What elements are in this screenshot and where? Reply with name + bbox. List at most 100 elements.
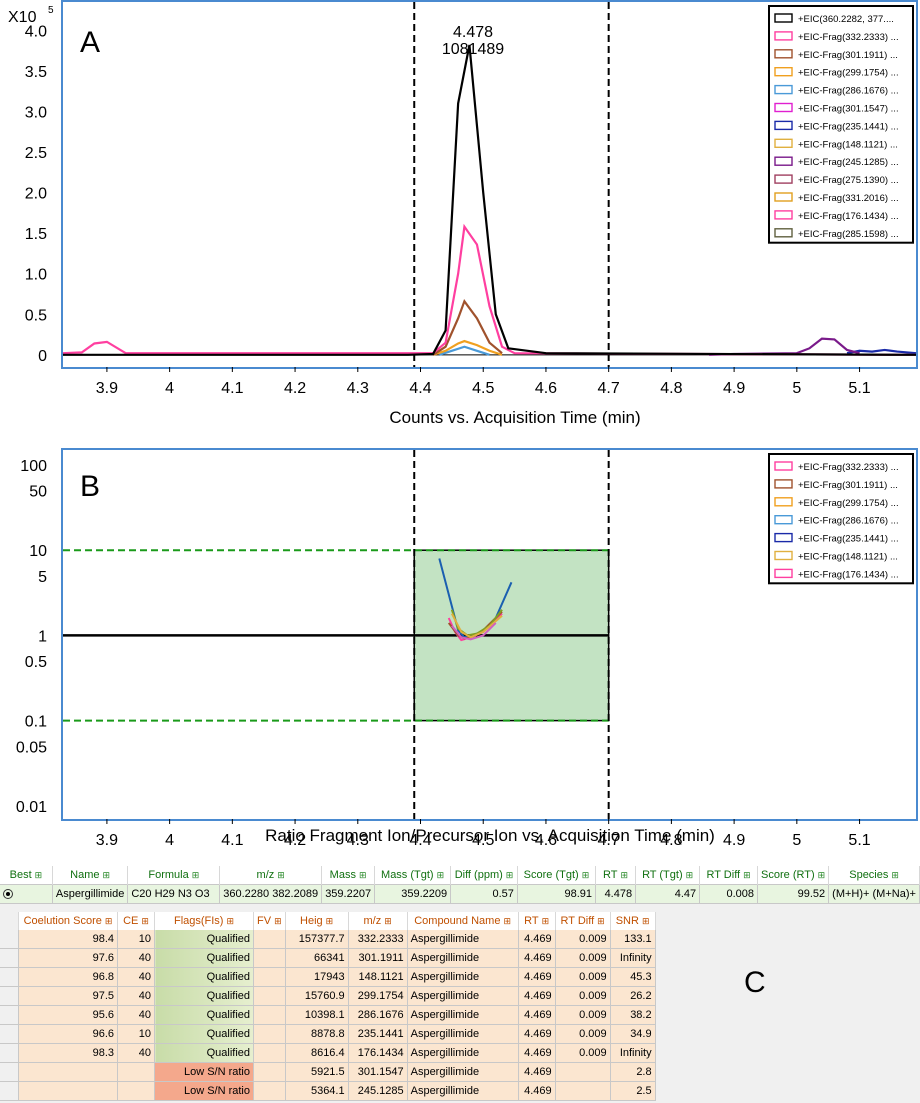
fragment-cell: Qualified <box>154 948 254 968</box>
x-tick-label: 4 <box>165 380 174 397</box>
fragment-cell: 40 <box>117 948 155 968</box>
fragment-col-header[interactable]: Coelution Score ⊞ <box>18 912 118 930</box>
radio-icon[interactable] <box>3 888 13 899</box>
compound-col-header[interactable]: Best ⊞ <box>0 866 53 885</box>
fragment-col-header[interactable]: RT Diff ⊞ <box>555 912 611 930</box>
row-selector[interactable] <box>0 1062 19 1082</box>
fragment-row[interactable]: 98.4 10 Qualified 157377.7 332.2333 Aspergill… <box>0 930 656 949</box>
pin-icon[interactable]: ⊞ <box>104 916 113 926</box>
fragment-row[interactable]: 96.8 40 Qualified 17943 148.1121 Aspergillimi… <box>0 967 656 987</box>
pin-icon[interactable]: ⊞ <box>620 870 629 880</box>
row-selector[interactable] <box>0 986 19 1006</box>
compound-cell: 0.57 <box>450 884 518 904</box>
legend-swatch <box>774 174 793 184</box>
pin-icon[interactable]: ⊞ <box>685 870 694 880</box>
legend-swatch <box>774 138 793 149</box>
fragment-cell: Qualified <box>154 1043 254 1063</box>
legend-swatch <box>774 102 793 113</box>
x-tick-label: 4.9 <box>723 380 745 397</box>
pin-icon[interactable]: ⊞ <box>541 916 550 926</box>
compound-col-header[interactable]: Mass (Tgt) ⊞ <box>374 866 452 885</box>
pin-icon[interactable]: ⊞ <box>384 916 392 926</box>
row-selector[interactable] <box>0 948 19 968</box>
fragment-cell: 301.1547 <box>348 1062 408 1082</box>
compound-col-header[interactable]: RT (Tgt) ⊞ <box>635 866 701 885</box>
compound-col-header[interactable]: Diff (ppm) ⊞ <box>450 866 518 885</box>
row-selector[interactable] <box>0 967 19 987</box>
fragment-cell: 157377.7 <box>285 930 349 949</box>
fragment-row[interactable]: 98.3 40 Qualified 8616.4 176.1434 Aspergillim… <box>0 1043 656 1063</box>
x-tick-label: 5 <box>792 380 801 397</box>
fragment-cell: Low S/N ratio <box>154 1062 254 1082</box>
fragment-col-header[interactable]: FV ⊞ <box>253 912 286 930</box>
fragment-col-header[interactable]: SNR ⊞ <box>610 912 656 930</box>
fragment-cell: 96.8 <box>18 967 118 987</box>
compound-col-header[interactable]: Species ⊞ <box>828 866 920 885</box>
row-selector[interactable] <box>0 1024 19 1044</box>
compound-col-header[interactable]: Formula ⊞ <box>127 866 221 885</box>
fragment-cell: 0.009 <box>555 967 611 987</box>
compound-col-header[interactable]: RT Diff ⊞ <box>699 866 759 885</box>
compound-cell: (M+H)+ (M+Na)+ <box>828 884 920 904</box>
pin-icon[interactable]: ⊞ <box>34 870 43 880</box>
compound-col-header[interactable]: Score (RT) ⊞ <box>757 866 830 885</box>
pin-icon[interactable]: ⊞ <box>505 870 514 880</box>
pin-icon[interactable]: ⊞ <box>891 870 899 880</box>
fragment-cell: 299.1754 <box>348 986 408 1006</box>
pin-icon[interactable]: ⊞ <box>597 916 605 926</box>
pin-icon[interactable]: ⊞ <box>274 916 282 926</box>
compound-col-header[interactable]: Mass ⊞ <box>321 866 376 885</box>
pin-icon[interactable]: ⊞ <box>141 916 149 926</box>
best-radio[interactable] <box>0 884 53 904</box>
fragment-col-header[interactable]: CE ⊞ <box>117 912 155 930</box>
y-exponent: 5 <box>48 5 54 16</box>
row-selector[interactable] <box>0 930 19 949</box>
compound-col-header[interactable]: m/z ⊞ <box>219 866 323 885</box>
pin-icon[interactable]: ⊞ <box>436 870 445 880</box>
pin-icon[interactable]: ⊞ <box>503 916 511 926</box>
x-axis-title-b: Ratio Fragment Ion/Precursor Ion vs. Acq… <box>265 826 715 845</box>
fragment-row[interactable]: Low S/N ratio 5364.1 245.1285 Aspergillimid… <box>0 1081 656 1101</box>
fragment-cell <box>253 986 286 1006</box>
fragment-row[interactable]: 97.6 40 Qualified 66341 301.1911 Aspergillimi… <box>0 948 656 968</box>
fragment-cell: 8878.8 <box>285 1024 349 1044</box>
pin-icon[interactable]: ⊞ <box>102 870 111 880</box>
x-tick-label: 4.7 <box>598 832 620 849</box>
x-tick-label: 4.5 <box>472 832 494 849</box>
fragment-cell: Infinity <box>610 1043 656 1063</box>
fragment-col-header[interactable]: Heig ⊞ <box>285 912 349 930</box>
compound-cell: 359.2209 <box>374 884 452 904</box>
pin-icon[interactable]: ⊞ <box>743 870 751 880</box>
compound-col-header[interactable]: Score (Tgt) ⊞ <box>517 866 597 885</box>
fragment-cell: 5921.5 <box>285 1062 349 1082</box>
compound-row[interactable]: Aspergillimide C20 H29 N3 O3 360.2280 382.… <box>0 884 920 904</box>
fragment-col-header[interactable]: Flags(FIs) ⊞ <box>154 912 254 930</box>
pin-icon[interactable]: ⊞ <box>641 916 650 926</box>
compound-col-header[interactable]: Name ⊞ <box>52 866 129 885</box>
pin-icon[interactable]: ⊞ <box>226 916 235 926</box>
fragment-cell: 4.469 <box>518 967 556 987</box>
pin-icon[interactable]: ⊞ <box>817 870 826 880</box>
row-selector[interactable] <box>0 1081 19 1101</box>
pin-icon[interactable]: ⊞ <box>277 870 285 880</box>
pin-icon[interactable]: ⊞ <box>358 870 367 880</box>
fragment-col-header[interactable]: RT ⊞ <box>518 912 556 930</box>
fragment-cell: 2.8 <box>610 1062 656 1082</box>
compound-col-header[interactable]: RT ⊞ <box>595 866 637 885</box>
series-line <box>450 613 503 639</box>
fragment-cell <box>18 1062 118 1082</box>
fragment-row[interactable]: 95.6 40 Qualified 10398.1 286.1676 Aspergilli… <box>0 1005 656 1025</box>
fragment-row[interactable]: Low S/N ratio 5921.5 301.1547 Aspergillimid… <box>0 1062 656 1082</box>
fragment-col-header[interactable]: Compound Name ⊞ <box>407 912 519 930</box>
fragment-cell: 301.1911 <box>348 948 408 968</box>
fragment-col-header[interactable]: m/z ⊞ <box>348 912 408 930</box>
row-selector[interactable] <box>0 1043 19 1063</box>
pin-icon[interactable]: ⊞ <box>581 870 590 880</box>
legend-entry: +EIC(360.2282, 377.... <box>798 14 894 25</box>
pin-icon[interactable]: ⊞ <box>191 870 200 880</box>
y-tick-label: 0.5 <box>25 654 47 671</box>
pin-icon[interactable]: ⊞ <box>325 916 334 926</box>
row-selector[interactable] <box>0 1005 19 1025</box>
fragment-row[interactable]: 97.5 40 Qualified 15760.9 299.1754 Aspergilli… <box>0 986 656 1006</box>
fragment-row[interactable]: 96.6 10 Qualified 8878.8 235.1441 Aspergillim… <box>0 1024 656 1044</box>
